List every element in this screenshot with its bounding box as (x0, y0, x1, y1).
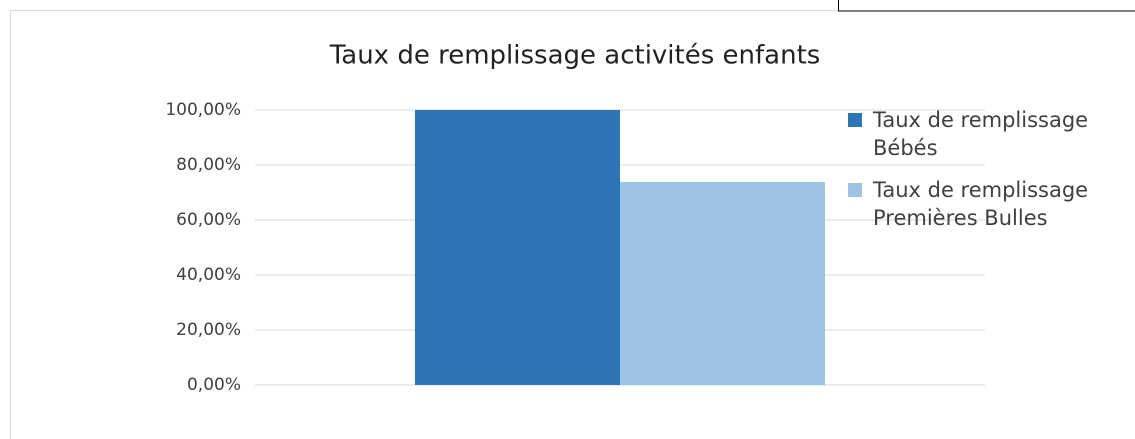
corner-box (838, 0, 1135, 12)
legend-swatch (848, 183, 862, 197)
y-tick-label: 0,00% (187, 375, 241, 395)
chart-title: Taux de remplissage activités enfants (329, 41, 821, 71)
bar (415, 110, 620, 385)
y-tick-label: 20,00% (176, 320, 241, 340)
chart-border (10, 10, 1135, 439)
y-tick-label: 80,00% (176, 155, 241, 175)
legend-swatch (848, 113, 862, 127)
legend-label: Taux de remplissage Bébés (873, 108, 1089, 160)
bar (620, 182, 825, 385)
y-tick-label: 40,00% (176, 265, 241, 285)
y-tick-label: 100,00% (165, 100, 241, 120)
y-tick-label: 60,00% (176, 210, 241, 230)
legend-label: Taux de remplissage Premières Bulles (873, 178, 1089, 230)
